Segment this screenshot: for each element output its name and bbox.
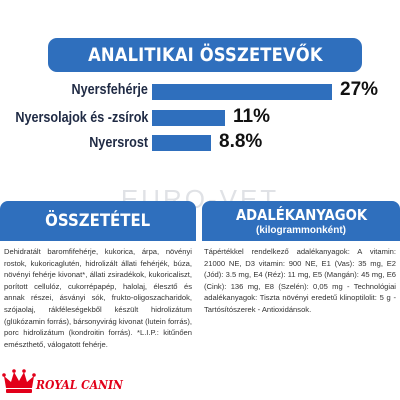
composition-heading: ÖSSZETÉTEL <box>45 211 151 231</box>
brand-logo-text: ROYAL CANIN <box>36 378 123 392</box>
analytics-bar-fat <box>152 110 225 126</box>
analytics-title-banner: ANALITIKAI ÖSSZETEVŐK <box>48 38 362 72</box>
royal-canin-crown-logo <box>2 369 36 393</box>
composition-header: ÖSSZETÉTEL <box>0 201 196 241</box>
analytics-value-fat: 11% <box>233 106 270 127</box>
analytics-label-fibre: Nyersrost <box>89 134 148 151</box>
analytics-label-fat: Nyersolajok és -zsírok <box>14 109 148 126</box>
additives-header: ADALÉKANYAGOK (kilogrammonként) <box>202 201 400 241</box>
analytics-value-fibre: 8.8% <box>219 131 263 152</box>
analytics-bar-fibre <box>152 135 211 151</box>
analytics-bar-protein <box>152 84 332 100</box>
analytics-label-protein: Nyersfehérje <box>71 81 148 98</box>
analytics-value-protein: 27% <box>340 79 379 100</box>
additives-text: Tápértékkel rendelkező adalékanyagok: A … <box>204 247 396 314</box>
additives-subheading: (kilogrammonként) <box>255 225 346 236</box>
composition-text: Dehidratált baromfifehérje, kukorica, ár… <box>4 247 192 349</box>
additives-heading: ADALÉKANYAGOK <box>235 206 367 224</box>
analytics-title: ANALITIKAI ÖSSZETEVŐK <box>87 44 323 66</box>
